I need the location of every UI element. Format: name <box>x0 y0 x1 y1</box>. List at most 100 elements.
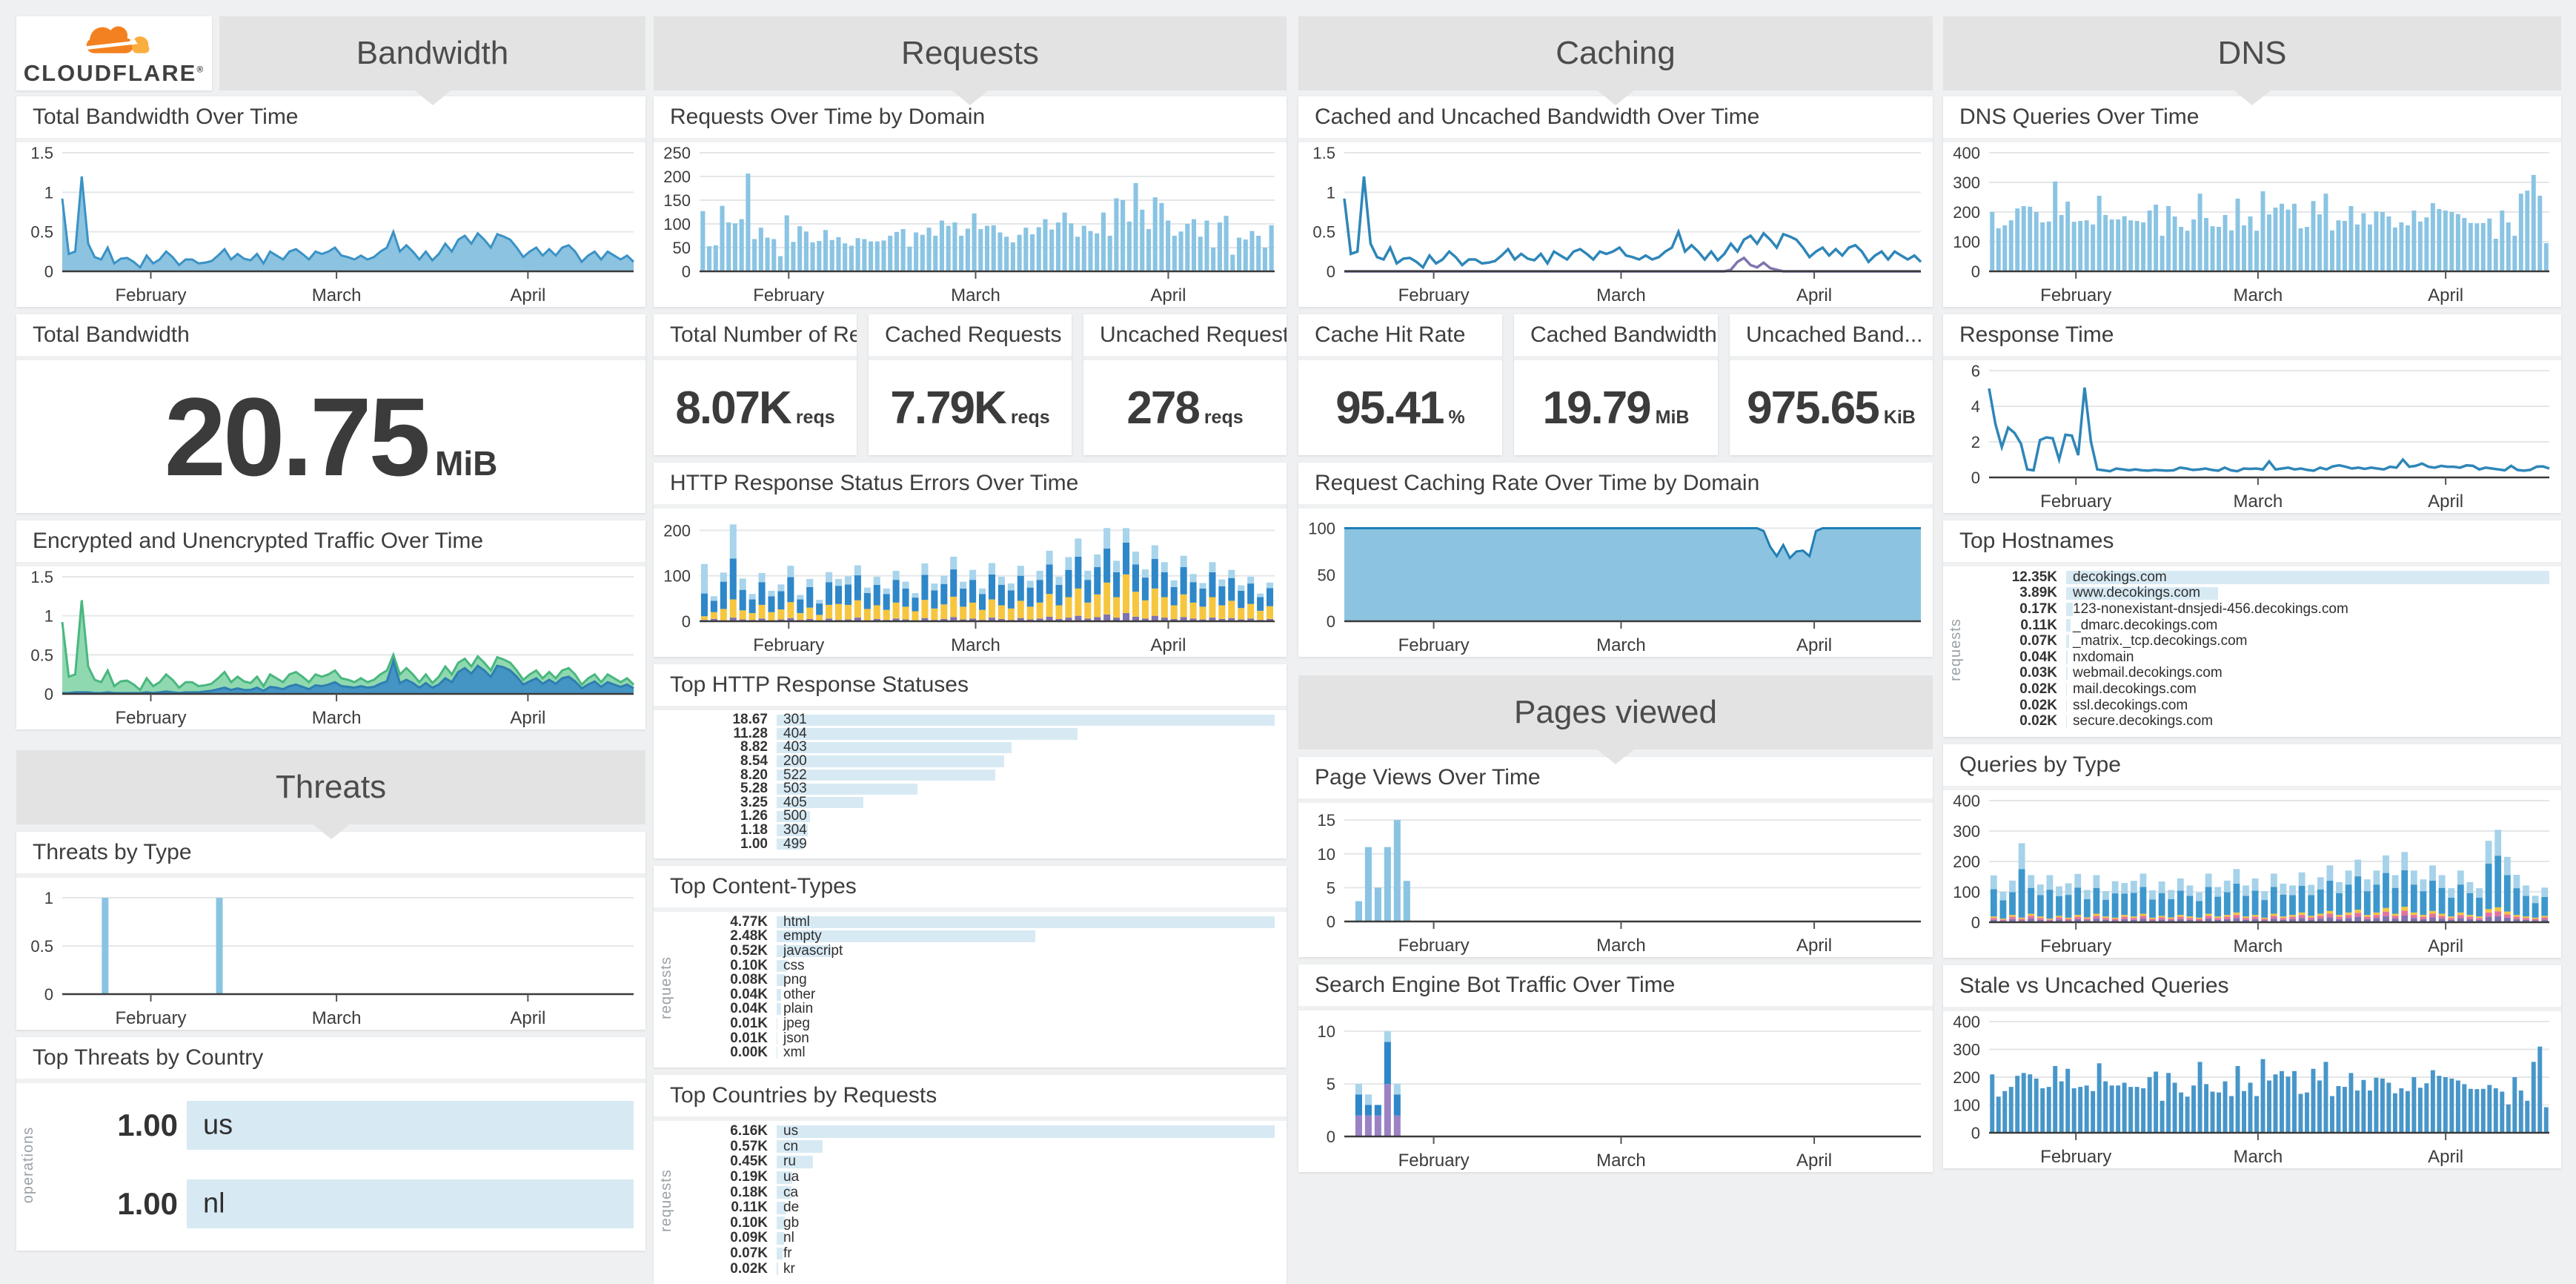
svg-text:1: 1 <box>1327 183 1335 202</box>
stat-unit: MiB <box>1655 406 1690 428</box>
list-item-value: 8.82 <box>740 739 768 755</box>
svg-text:February: February <box>115 708 186 728</box>
panel-response-time: Response Time 0 2 4 6 February March April <box>1943 314 2561 513</box>
list-item-label: 499 <box>783 835 807 852</box>
encrypted-traffic-chart: 0 0.5 1 1.5 February March April <box>16 566 645 729</box>
svg-text:100: 100 <box>1953 883 1980 901</box>
svg-text:April: April <box>1796 635 1832 655</box>
svg-text:400: 400 <box>1953 144 1980 162</box>
svg-text:March: March <box>1596 1151 1646 1171</box>
list-item-bar <box>187 1179 634 1228</box>
header-pointer <box>2233 90 2271 105</box>
list-item-label: gb <box>783 1214 800 1231</box>
svg-text:February: February <box>1398 1151 1470 1171</box>
page-views-chart: 0 5 10 15 February March April <box>1298 803 1933 957</box>
svg-text:0.5: 0.5 <box>30 937 53 956</box>
cloudflare-cloud-icon <box>59 23 170 62</box>
header-pointer <box>413 90 452 105</box>
svg-text:1: 1 <box>44 183 53 202</box>
list-item-value: 0.07K <box>2019 633 2057 649</box>
svg-text:5: 5 <box>1327 1075 1335 1093</box>
panel-top-statuses: Top HTTP Response Statuses 18.67 301 11.28… <box>654 664 1287 858</box>
svg-text:April: April <box>2428 936 2463 956</box>
list-item-label: png <box>783 972 807 988</box>
list-item-value: 1.18 <box>740 822 768 838</box>
panel-title: Top Hostnames <box>1943 520 2561 566</box>
panel-total-bandwidth-stat: Total Bandwidth 20.75 MiB <box>16 314 645 513</box>
panel-title: Search Engine Bot Traffic Over Time <box>1298 964 1933 1010</box>
list-item-value: 0.52K <box>730 942 768 959</box>
panel-title: Cached Requests <box>869 314 1072 360</box>
panel-title: Response Time <box>1943 314 2561 360</box>
panel-total-bandwidth-over-time: Total Bandwidth Over Time 0 0.5 1 1.5 Februa… <box>16 96 645 307</box>
list-item: 0.57K cn <box>697 1139 1275 1155</box>
svg-text:5: 5 <box>1327 878 1335 897</box>
chart-canvas: 0 100 200 300 400 February March April <box>1953 144 2549 305</box>
svg-text:April: April <box>1796 1151 1832 1171</box>
svg-text:March: March <box>2234 936 2283 956</box>
panel-dns-queries: DNS Queries Over Time 0 100 200 300 400 Febru… <box>1943 96 2561 307</box>
stat-cached-requests: 7.79K reqs <box>890 382 1049 434</box>
list-item-bar <box>777 930 1036 943</box>
list-item-bar <box>777 1156 814 1168</box>
stat-total-bandwidth: 20.75 MiB <box>165 373 498 501</box>
svg-text:200: 200 <box>663 168 691 186</box>
panel-title: Cached and Uncached Bandwidth Over Time <box>1298 96 1933 142</box>
list-item-bar <box>2066 698 2068 712</box>
list-item-value: 0.10K <box>730 957 768 973</box>
svg-text:April: April <box>510 708 545 728</box>
svg-text:February: February <box>2040 492 2111 512</box>
panel-content-types: Top Content-Types 4.77K html 2.48K empty 0.5… <box>654 866 1287 1068</box>
panel-bot-traffic: Search Engine Bot Traffic Over Time 0 5 10… <box>1298 964 1933 1172</box>
panel-title: Queries by Type <box>1943 744 2561 790</box>
chart-canvas: 0 100 200 300 400 February March April <box>1953 1013 2549 1167</box>
list-axis-label: operations <box>20 1126 37 1203</box>
total-bandwidth-chart: 0 0.5 1 1.5 February March April <box>16 142 645 307</box>
stat-value: 20.75 <box>164 374 431 499</box>
list-item-value: 0.17K <box>2019 600 2057 617</box>
list-item-bar <box>777 944 831 958</box>
panel-cached-bandwidth-stat: Cached Bandwidth 19.79 MiB <box>1514 314 1718 455</box>
chart-canvas: 0 0.5 1 1.5 February March April <box>30 568 635 728</box>
list-item: 0.10K css <box>697 957 1275 973</box>
svg-text:April: April <box>1796 285 1832 305</box>
list-item: 0.01K json <box>697 1030 1275 1046</box>
list-item-value: 0.01K <box>730 1030 768 1046</box>
list-item-value: 0.18K <box>730 1184 768 1200</box>
svg-text:March: March <box>1596 635 1646 655</box>
list-item: 0.11K _dmarc.decokings.com <box>1986 618 2549 634</box>
svg-text:100: 100 <box>1953 233 1980 251</box>
stat-cached-bandwidth: 19.79 MiB <box>1543 382 1690 434</box>
list-item-value: 0.19K <box>730 1169 768 1185</box>
svg-text:February: February <box>1398 285 1470 305</box>
section-header-dns: DNS <box>1943 16 2561 105</box>
svg-text:300: 300 <box>1953 173 1980 192</box>
list-item-bar <box>777 797 863 809</box>
list-item: 8.82 403 <box>697 739 1275 755</box>
list-item-label: cn <box>783 1138 799 1154</box>
section-title: Bandwidth <box>356 35 509 71</box>
panel-title: Total Bandwidth Over Time <box>16 96 645 142</box>
stat-value: 7.79K <box>890 382 1006 434</box>
chart-canvas: 0 2 4 6 February March April <box>1971 362 2550 512</box>
svg-text:1: 1 <box>44 889 53 907</box>
cached-uncached-chart: 0 0.5 1 1.5 February March April <box>1298 142 1933 307</box>
svg-text:15: 15 <box>1318 811 1335 830</box>
svg-text:200: 200 <box>1953 1068 1980 1087</box>
chart-canvas: 0 50 100 February March April <box>1308 520 1921 655</box>
svg-text:April: April <box>510 285 545 305</box>
list-item-label: kr <box>783 1260 795 1277</box>
panel-title: Requests Over Time by Domain <box>654 96 1287 142</box>
dns-queries-chart: 0 100 200 300 400 February March April <box>1943 142 2561 307</box>
svg-text:0.5: 0.5 <box>1312 223 1335 242</box>
stat-value: 975.65 <box>1747 382 1880 434</box>
list-item: 0.09K nl <box>697 1230 1275 1246</box>
svg-text:1: 1 <box>44 607 53 626</box>
list-item-value: 12.35K <box>2011 569 2057 585</box>
stat-value: 95.41 <box>1335 382 1444 434</box>
list-item-bar <box>777 1171 792 1184</box>
panel-cached-requests-stat: Cached Requests 7.79K reqs <box>869 314 1072 455</box>
svg-text:300: 300 <box>1953 1041 1980 1059</box>
panel-cached-uncached-bandwidth: Cached and Uncached Bandwidth Over Time … <box>1298 96 1933 307</box>
